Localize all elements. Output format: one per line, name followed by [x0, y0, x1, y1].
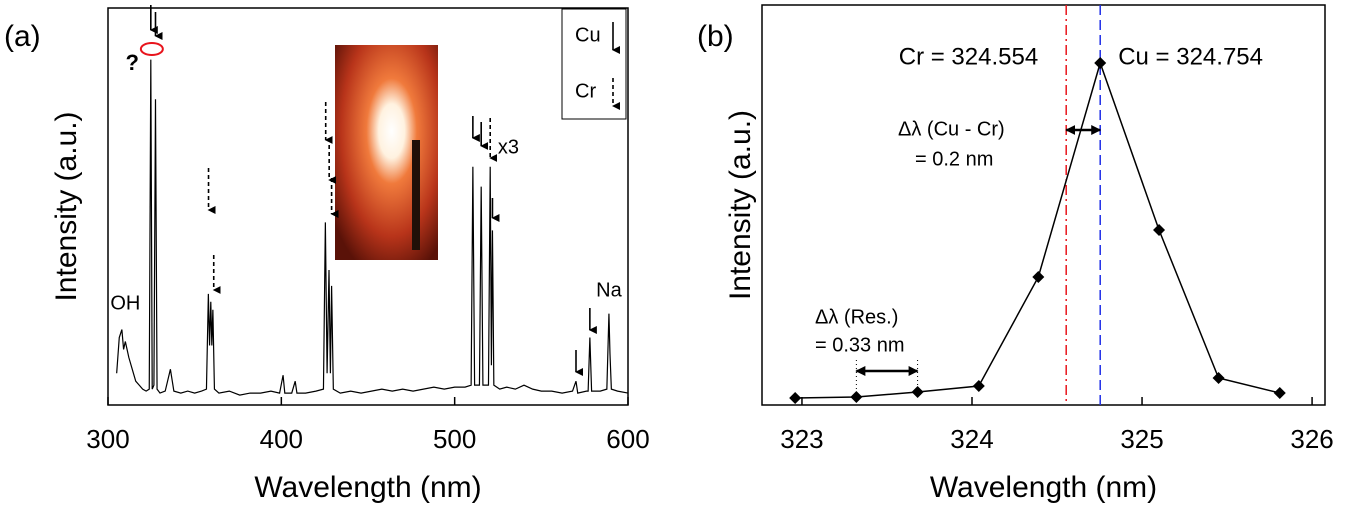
x-tick-label: 500 — [433, 424, 476, 454]
annotation: Δλ (Res.) — [815, 306, 898, 328]
reference-label: Cu = 324.754 — [1118, 43, 1263, 70]
data-point — [1212, 372, 1225, 384]
x-tick-label: 325 — [1120, 424, 1163, 454]
inset-photo — [335, 45, 438, 260]
data-point — [1094, 57, 1107, 69]
data-point — [1273, 387, 1286, 399]
data-point — [789, 392, 802, 404]
annotation: Na — [596, 279, 622, 301]
annotation: x3 — [498, 136, 519, 158]
x-tick-label: 326 — [1290, 424, 1333, 454]
x-tick-label: 600 — [606, 424, 649, 454]
highlight-ring — [139, 42, 164, 56]
plot-frame — [761, 4, 1326, 406]
legend-label: Cr — [575, 80, 596, 102]
x-tick-label: 323 — [780, 424, 823, 454]
spectrum-line — [116, 59, 629, 396]
annotation: = 0.2 nm — [915, 148, 993, 170]
legend-label: Cu — [575, 24, 601, 46]
x-axis-title: Wavelength (nm) — [930, 471, 1157, 504]
x-tick-label: 300 — [86, 424, 129, 454]
plot-frame — [107, 7, 629, 406]
legend-box — [561, 8, 627, 120]
annotation: = 0.33 nm — [815, 334, 905, 356]
annotation: OH — [110, 292, 140, 314]
annotation: ? — [126, 50, 139, 75]
reference-label: Cr = 324.554 — [899, 43, 1038, 70]
panel-label: (b) — [697, 20, 734, 53]
annotation: Δλ (Cu - Cr) — [898, 118, 1005, 140]
data-point — [1032, 271, 1045, 283]
inset-electrode — [412, 140, 420, 250]
x-tick-label: 324 — [950, 424, 993, 454]
panel-label: (a) — [4, 20, 41, 53]
y-axis-title: Intensity (a.u.) — [50, 111, 83, 301]
data-point — [850, 391, 863, 403]
x-tick-label: 400 — [260, 424, 303, 454]
x-axis-title: Wavelength (nm) — [254, 471, 481, 504]
data-point — [972, 380, 985, 392]
y-axis-title: Intensity (a.u.) — [724, 110, 757, 300]
data-point — [1153, 224, 1166, 236]
